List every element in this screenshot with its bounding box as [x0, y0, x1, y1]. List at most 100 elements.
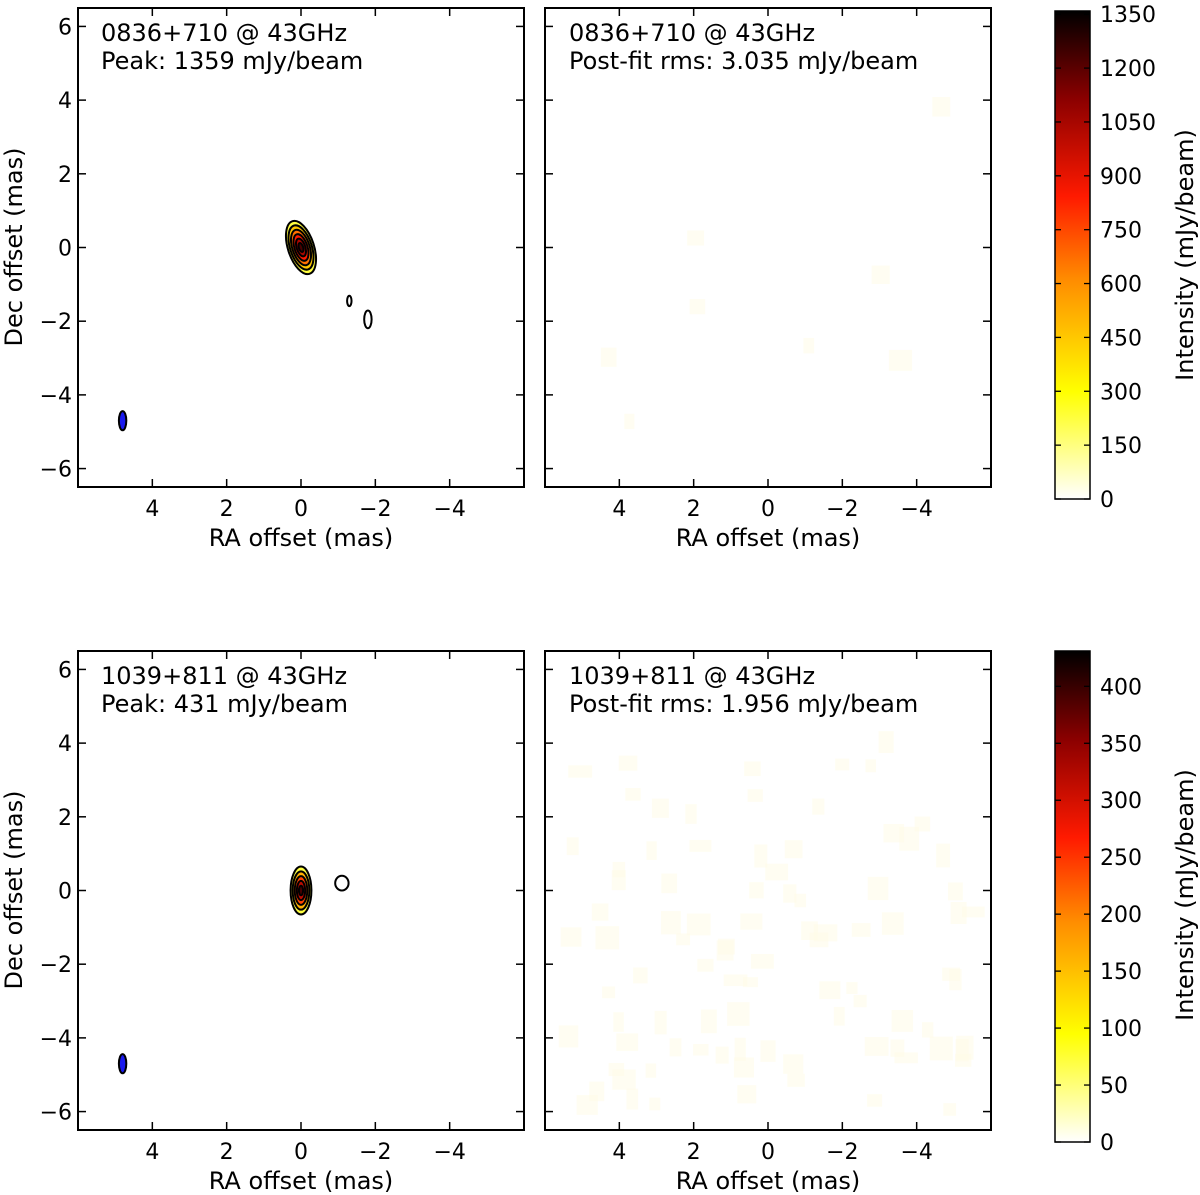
- panel-subtitle: Peak: 431 mJy/beam: [101, 690, 348, 718]
- colorbar-tick-label: 400: [1100, 675, 1142, 700]
- residual-speckle: [803, 337, 815, 354]
- residual-speckle: [654, 1010, 667, 1035]
- residual-speckle: [687, 230, 705, 246]
- residual-speckle: [784, 840, 803, 859]
- residual-speckle: [867, 876, 889, 901]
- colorbar-tick-label: 50: [1100, 1074, 1128, 1099]
- y-tick-label: −6: [40, 458, 72, 483]
- core-contour: [294, 237, 308, 258]
- residual-speckle: [864, 1037, 889, 1056]
- core-contour: [287, 224, 315, 271]
- residual-speckle: [740, 913, 763, 930]
- panel-title: 1039+811 @ 43GHz: [569, 662, 815, 690]
- x-axis-label: RA offset (mas): [209, 1167, 394, 1195]
- colorbar-tick-label: 0: [1100, 1131, 1114, 1156]
- panel-bottom-left: 1039+811 @ 43GHz Peak: 431 mJy/beam 4 2 0 −…: [0, 650, 525, 1195]
- residual-speckle: [846, 982, 858, 994]
- beam-ellipse: [117, 1053, 128, 1075]
- colorbar-0-ticks: 0 150 300 450 600 750 900 1050 1200 1350: [1055, 3, 1156, 513]
- y-tick-label: 4: [58, 732, 72, 757]
- colorbar-tick-label: 450: [1100, 326, 1142, 351]
- residual-speckle: [595, 926, 620, 950]
- residual-speckle: [888, 349, 913, 371]
- x-tick-label: −4: [900, 1140, 932, 1165]
- x-tick-label: 2: [687, 1140, 701, 1165]
- jet-component: [363, 309, 373, 330]
- beam-ellipse: [117, 410, 128, 432]
- residual-speckle: [899, 826, 920, 851]
- residual-speckle: [727, 1002, 750, 1026]
- residual-speckle: [646, 841, 657, 860]
- x-tick-label: −2: [826, 1140, 858, 1165]
- x-axis-label: RA offset (mas): [676, 1167, 861, 1195]
- residual-speckle: [812, 798, 825, 815]
- residual-speckle: [616, 1033, 639, 1051]
- residual-speckle: [922, 1022, 934, 1038]
- colorbar-label: Intensity (mJy/beam): [1171, 769, 1199, 1021]
- residual-speckle: [697, 958, 714, 972]
- residual-speckle: [611, 870, 626, 891]
- residual-speckle: [787, 1073, 805, 1087]
- residual-speckle: [871, 265, 890, 284]
- colorbar-tick-label: 100: [1100, 1017, 1142, 1042]
- x-tick-label: 2: [220, 497, 234, 522]
- panel-2-ticks: 4 2 0 −2 −4 −6 −4 −2 0 2 4 6: [40, 651, 524, 1165]
- core-component: [284, 219, 318, 276]
- residual-speckle: [914, 816, 931, 832]
- x-axis-label: RA offset (mas): [676, 524, 861, 552]
- panel-subtitle: Peak: 1359 mJy/beam: [101, 47, 363, 75]
- y-tick-label: 2: [58, 806, 72, 831]
- residual-speckle: [576, 1095, 598, 1115]
- y-tick-label: 6: [58, 15, 72, 40]
- residual-speckle: [744, 761, 761, 777]
- residual-speckle: [754, 844, 768, 868]
- y-axis-label: Dec offset (mas): [0, 791, 28, 990]
- residual-speckle: [626, 1088, 639, 1110]
- residual-speckle: [891, 1010, 914, 1032]
- residual-speckle: [716, 940, 734, 961]
- x-tick-label: 0: [294, 1140, 308, 1165]
- colorbar-tick-label: 300: [1100, 380, 1142, 405]
- colorbar-label: Intensity (mJy/beam): [1171, 129, 1199, 381]
- colorbar-tick-label: 300: [1100, 789, 1142, 814]
- x-tick-label: 2: [220, 1140, 234, 1165]
- y-tick-label: −4: [40, 1027, 72, 1052]
- residual-speckle: [693, 1044, 709, 1056]
- residual-speckle: [750, 954, 774, 969]
- y-tick-label: 0: [58, 880, 72, 905]
- residual-speckle: [669, 1038, 682, 1057]
- residual-speckle: [715, 1046, 729, 1064]
- residual-speckle: [558, 1025, 579, 1048]
- residual-speckle: [948, 882, 963, 901]
- residual-speckle: [955, 1053, 972, 1067]
- y-tick-label: 2: [58, 163, 72, 188]
- panel-frame: [544, 7, 992, 488]
- residual-speckle: [723, 974, 748, 987]
- residual-speckle: [950, 901, 967, 924]
- panel-subtitle: Post-fit rms: 3.035 mJy/beam: [569, 47, 918, 75]
- jet-component: [346, 294, 353, 308]
- x-tick-label: 4: [145, 497, 159, 522]
- core-contour: [293, 875, 309, 906]
- core-contour: [297, 242, 305, 253]
- panel-0-ticks: 4 2 0 −2 −4 −6 −4 −2 0 2 4 6: [40, 8, 524, 522]
- residual-speckle: [645, 1063, 657, 1078]
- x-tick-label: −2: [359, 1140, 391, 1165]
- panel-3-marks: [558, 731, 985, 1116]
- residual-speckle: [932, 97, 951, 117]
- y-tick-label: 6: [58, 658, 72, 683]
- colorbar-gradient: [1054, 10, 1091, 500]
- residual-speckle: [742, 977, 758, 988]
- residual-speckle: [566, 837, 579, 856]
- residual-speckle: [625, 788, 641, 801]
- colorbar-tick-label: 900: [1100, 165, 1142, 190]
- panel-top-left: 0836+710 @ 43GHz Peak: 1359 mJy/beam 4 2 0…: [0, 7, 525, 552]
- residual-speckle: [591, 903, 609, 921]
- x-tick-label: 4: [612, 1140, 626, 1165]
- residual-speckle: [602, 986, 616, 999]
- colorbar-tick-label: 1050: [1100, 111, 1156, 136]
- residual-speckle: [613, 1012, 624, 1032]
- residual-speckle: [649, 1097, 661, 1111]
- residual-speckle: [819, 981, 841, 1000]
- residual-speckle: [700, 1009, 717, 1034]
